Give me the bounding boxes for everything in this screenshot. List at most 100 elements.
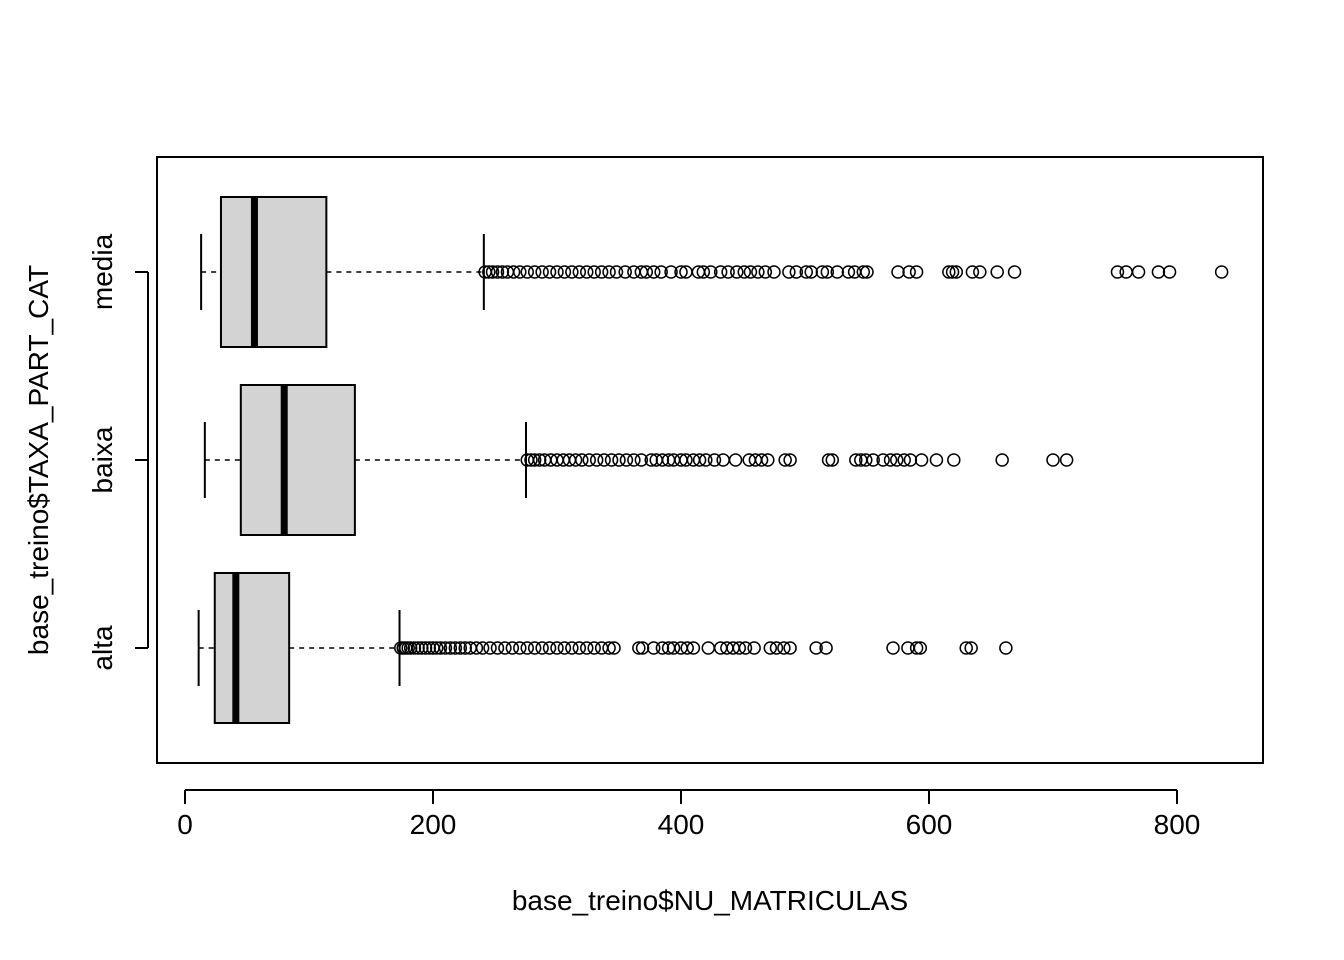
outlier-point: [664, 265, 678, 279]
outlier-point: [754, 453, 769, 467]
outlier-point: [699, 453, 713, 467]
outlier-point: [763, 641, 778, 655]
outlier-point: [490, 265, 505, 279]
outlier-point: [542, 265, 557, 279]
outlier-point: [856, 265, 871, 279]
outlier-point: [557, 641, 572, 655]
outlier-point: [602, 265, 616, 279]
outlier-point: [532, 453, 547, 467]
outlier-point: [490, 641, 505, 655]
outlier-point: [422, 641, 437, 655]
outlier-point: [429, 641, 444, 655]
outlier-point: [866, 453, 880, 467]
outlier-point: [646, 641, 661, 655]
outlier-point: [1110, 265, 1125, 279]
x-tick-label: 600: [906, 809, 953, 840]
outlier-point: [527, 265, 542, 279]
outlier-point: [639, 265, 654, 279]
outlier-point: [730, 265, 744, 279]
outlier-point: [859, 453, 873, 467]
outlier-point: [777, 641, 791, 655]
outlier-point: [732, 641, 747, 655]
x-tick-label: 200: [410, 809, 457, 840]
outlier-point: [1007, 265, 1022, 279]
box-group-media: [200, 196, 1229, 348]
outlier-point: [597, 453, 611, 467]
outlier-point: [666, 641, 681, 655]
outlier-point: [815, 265, 830, 279]
outlier-point: [909, 641, 924, 655]
outlier-point: [767, 265, 781, 279]
outlier-point: [704, 265, 718, 279]
outlier-point: [674, 265, 688, 279]
outlier-point: [469, 641, 484, 655]
outlier-point: [947, 453, 961, 467]
outlier-point: [728, 453, 743, 467]
y-tick-label: baixa: [87, 426, 118, 493]
outlier-point: [696, 265, 711, 279]
outlier-point: [914, 453, 929, 467]
outlier-point: [1162, 265, 1177, 279]
outlier-point: [609, 265, 624, 279]
outlier-point: [758, 265, 773, 279]
outlier-point: [782, 265, 796, 279]
outlier-point: [679, 453, 693, 467]
outlier-point: [897, 453, 911, 467]
outlier-point: [505, 641, 520, 655]
outlier-point: [707, 453, 722, 467]
outlier-point: [747, 641, 761, 655]
outlier-point: [721, 265, 735, 279]
outlier-point: [903, 453, 918, 467]
outlier-point: [527, 641, 542, 655]
y-tick-label: media: [87, 233, 118, 310]
outlier-point: [587, 265, 601, 279]
outlier-point: [799, 265, 813, 279]
outlier-point: [942, 265, 956, 279]
x-axis-title: base_treino$NU_MATRICULAS: [512, 885, 908, 916]
outlier-point: [535, 265, 549, 279]
outlier-point: [453, 641, 468, 655]
outlier-point: [568, 453, 583, 467]
outlier-point: [1151, 265, 1166, 279]
outlier-point: [860, 265, 874, 279]
outlier-point: [890, 453, 904, 467]
outlier-point: [527, 453, 542, 467]
outlier-point: [602, 641, 616, 655]
outlier-point: [513, 641, 527, 655]
outlier-point: [587, 641, 601, 655]
outlier-point: [443, 641, 458, 655]
outlier-point: [713, 265, 728, 279]
outlier-point: [575, 453, 589, 467]
outlier-point: [594, 265, 609, 279]
outlier-point: [804, 265, 818, 279]
outlier-point: [506, 265, 521, 279]
outlier-point: [820, 265, 835, 279]
outlier-point: [433, 641, 448, 655]
outlier-point: [876, 453, 890, 467]
outlier-point: [580, 641, 594, 655]
x-tick-label: 800: [1154, 809, 1201, 840]
outlier-point: [557, 265, 572, 279]
outlier-point: [738, 641, 753, 655]
outlier-point: [483, 641, 497, 655]
outlier-point: [495, 265, 510, 279]
boxes-layer: [197, 196, 1229, 724]
outlier-point: [542, 641, 557, 655]
outlier-point: [949, 265, 964, 279]
outlier-point: [582, 453, 596, 467]
box-group-baixa: [203, 384, 1074, 536]
outlier-point: [959, 641, 973, 655]
outlier-point: [418, 641, 433, 655]
outlier-point: [485, 265, 500, 279]
outlier-point: [783, 641, 797, 655]
outlier-point: [778, 453, 792, 467]
x-tick-label: 400: [658, 809, 705, 840]
outlier-point: [965, 265, 980, 279]
outlier-point: [572, 641, 587, 655]
outlier-point: [821, 453, 836, 467]
outlier-point: [990, 265, 1004, 279]
x-axis: 0 200 400 600 800: [177, 789, 1201, 840]
y-axis: alta baixa media: [87, 233, 149, 671]
outlier-point: [411, 641, 425, 655]
